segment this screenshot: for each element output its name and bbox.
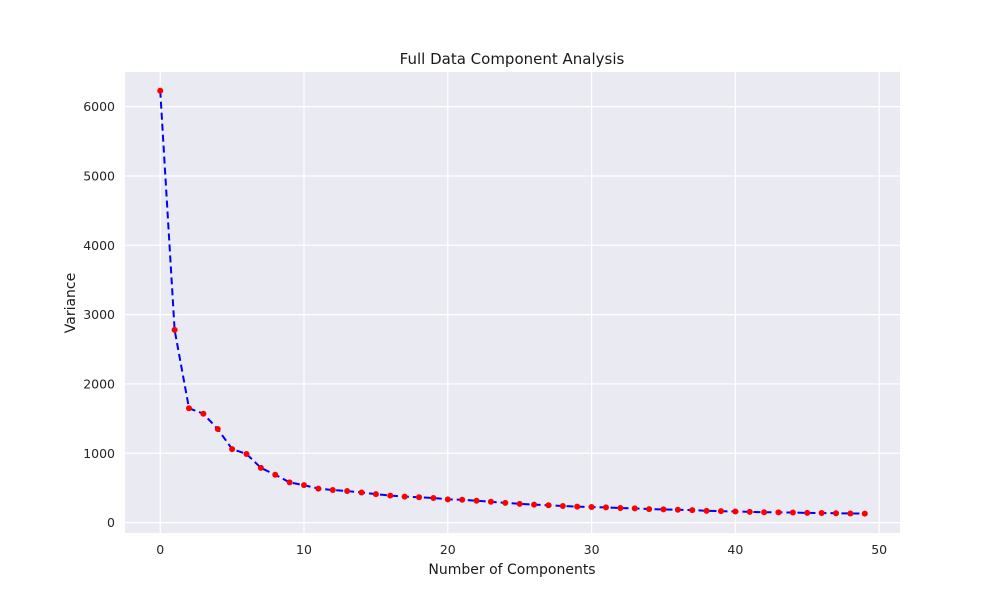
- data-point: [459, 496, 466, 503]
- data-point: [214, 426, 221, 433]
- data-point: [444, 496, 451, 503]
- y-axis-ticks: 0 1000 2000 3000 4000 5000 6000: [83, 99, 115, 530]
- data-point: [761, 509, 768, 516]
- y-tick-label: 4000: [83, 238, 115, 253]
- data-point: [804, 509, 811, 516]
- data-point: [847, 510, 854, 517]
- y-tick-label: 0: [107, 515, 115, 530]
- x-tick-label: 30: [584, 542, 600, 557]
- data-point: [674, 506, 681, 513]
- data-point: [631, 505, 638, 512]
- y-tick-label: 1000: [83, 446, 115, 461]
- series-variance: [157, 87, 868, 517]
- data-point: [229, 446, 236, 453]
- chart-title: Full Data Component Analysis: [400, 50, 625, 68]
- data-point: [574, 503, 581, 510]
- data-point: [257, 464, 264, 471]
- data-point: [430, 494, 437, 501]
- data-point: [660, 506, 667, 513]
- data-point: [646, 506, 653, 513]
- y-axis-label: Variance: [63, 273, 79, 333]
- data-point: [818, 510, 825, 517]
- y-tick-label: 2000: [83, 376, 115, 391]
- data-point: [171, 326, 178, 333]
- data-point: [689, 507, 696, 514]
- x-tick-label: 40: [727, 542, 743, 557]
- data-point: [531, 501, 538, 508]
- data-point: [861, 510, 868, 517]
- x-axis-label: Number of Components: [428, 562, 595, 578]
- data-point: [243, 450, 250, 457]
- data-point: [559, 502, 566, 509]
- data-point: [185, 405, 192, 412]
- x-axis-ticks: 0 10 20 30 40 50: [156, 542, 887, 557]
- data-point: [372, 491, 379, 498]
- data-point: [301, 482, 308, 489]
- data-point: [703, 507, 710, 514]
- data-point: [617, 505, 624, 512]
- y-tick-label: 5000: [83, 168, 115, 183]
- data-point: [315, 485, 322, 492]
- data-point: [833, 510, 840, 517]
- data-point: [473, 497, 480, 504]
- data-point: [588, 504, 595, 511]
- y-tick-label: 6000: [83, 99, 115, 114]
- grid-lines: [125, 72, 900, 533]
- data-point: [545, 502, 552, 509]
- y-tick-label: 3000: [83, 307, 115, 322]
- data-point: [344, 488, 351, 495]
- x-tick-label: 10: [296, 542, 312, 557]
- data-point: [775, 509, 782, 516]
- data-point: [416, 494, 423, 501]
- data-point: [789, 509, 796, 516]
- data-point: [200, 410, 207, 417]
- data-point: [329, 487, 336, 494]
- data-point: [272, 471, 279, 478]
- data-point: [732, 508, 739, 515]
- data-point: [516, 500, 523, 507]
- x-tick-label: 0: [156, 542, 164, 557]
- data-point: [401, 493, 408, 500]
- data-point: [746, 508, 753, 515]
- data-point: [286, 479, 293, 486]
- x-tick-label: 20: [440, 542, 456, 557]
- data-point: [387, 492, 394, 499]
- data-point: [502, 499, 509, 506]
- data-point: [358, 489, 365, 496]
- plot-background: [125, 72, 900, 533]
- data-point: [602, 504, 609, 511]
- data-point: [487, 498, 494, 505]
- data-point: [157, 87, 164, 94]
- x-tick-label: 50: [871, 542, 887, 557]
- data-point: [717, 508, 724, 515]
